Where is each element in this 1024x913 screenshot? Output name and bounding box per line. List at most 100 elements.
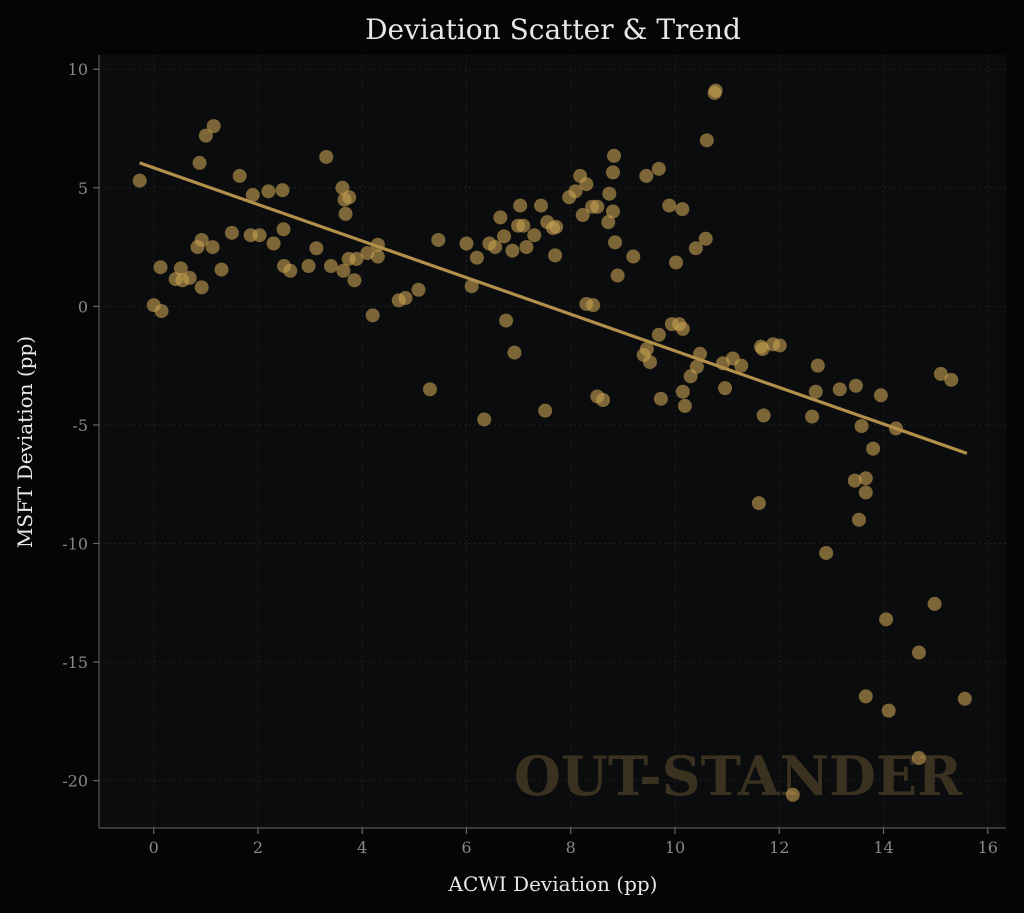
data-point — [342, 190, 357, 205]
data-point — [398, 291, 413, 306]
data-point — [548, 248, 563, 263]
data-point — [338, 206, 353, 221]
y-tick-label: 10 — [68, 60, 88, 79]
data-point — [516, 218, 531, 233]
data-point — [832, 382, 847, 397]
data-point — [153, 260, 168, 275]
data-point — [349, 251, 364, 266]
data-point — [309, 241, 324, 256]
data-point — [653, 391, 668, 406]
data-point — [610, 268, 625, 283]
data-point — [347, 273, 362, 288]
data-point — [651, 161, 666, 176]
plot-area — [99, 55, 1006, 828]
data-point — [154, 304, 169, 319]
y-tick-label: -10 — [62, 534, 88, 553]
data-point — [497, 229, 512, 244]
y-tick-label: 5 — [78, 179, 88, 198]
data-point — [252, 228, 267, 243]
data-point — [911, 751, 926, 766]
data-point — [469, 250, 484, 265]
data-point — [688, 241, 703, 256]
x-axis-label: ACWI Deviation (pp) — [448, 872, 658, 896]
watermark: OUT-STANDER — [514, 744, 963, 808]
data-point — [507, 345, 522, 360]
data-point — [283, 263, 298, 278]
data-point — [276, 222, 291, 237]
data-point — [192, 155, 207, 170]
data-point — [944, 372, 959, 387]
data-points — [132, 83, 972, 802]
data-point — [689, 359, 704, 374]
data-point — [602, 186, 617, 201]
data-point — [873, 388, 888, 403]
data-point — [224, 225, 239, 240]
data-point — [579, 177, 594, 192]
data-point — [607, 148, 622, 163]
data-point — [173, 261, 188, 276]
y-axis-label: MSFT Deviation (pp) — [13, 336, 37, 548]
data-point — [669, 255, 684, 270]
data-point — [847, 473, 862, 488]
y-tick-label: -15 — [62, 653, 88, 672]
data-point — [182, 270, 197, 285]
y-tick-label: -5 — [72, 416, 88, 435]
data-point — [549, 219, 564, 234]
data-point — [365, 308, 380, 323]
data-point — [718, 381, 733, 396]
data-point — [858, 471, 873, 486]
data-point — [772, 338, 787, 353]
trend-line — [139, 161, 968, 455]
data-point — [852, 512, 867, 527]
axes — [98, 55, 1006, 829]
data-point — [933, 366, 948, 381]
data-point — [464, 279, 479, 294]
data-point — [751, 496, 766, 511]
data-point — [601, 215, 616, 230]
data-point — [477, 412, 492, 427]
data-point — [808, 384, 823, 399]
data-point — [756, 408, 771, 423]
data-point — [677, 398, 692, 413]
data-point — [662, 198, 677, 213]
data-point — [911, 645, 926, 660]
data-point — [431, 232, 446, 247]
data-point — [698, 231, 713, 246]
data-point — [605, 165, 620, 180]
data-point — [879, 612, 894, 627]
data-point — [232, 168, 247, 183]
data-point — [534, 198, 549, 213]
x-tick-label: 2 — [253, 838, 263, 857]
data-point — [132, 173, 147, 188]
data-point — [301, 259, 316, 274]
data-point — [205, 240, 220, 255]
x-tick-label: 4 — [357, 838, 367, 857]
data-point — [596, 393, 611, 408]
data-point — [261, 184, 276, 199]
data-point — [605, 204, 620, 219]
data-point — [488, 240, 503, 255]
data-point — [642, 355, 657, 370]
data-point — [819, 545, 834, 560]
x-tick-label: 16 — [978, 838, 998, 857]
data-point — [699, 133, 714, 148]
data-point — [586, 298, 601, 313]
data-point — [505, 243, 520, 258]
data-point — [245, 187, 260, 202]
data-point — [608, 235, 623, 250]
data-point — [527, 228, 542, 243]
data-point — [810, 358, 825, 373]
data-point — [651, 327, 666, 342]
data-point — [675, 384, 690, 399]
data-point — [708, 83, 723, 98]
data-point — [198, 128, 213, 143]
data-point — [266, 236, 281, 251]
data-point — [336, 263, 351, 278]
data-point — [927, 596, 942, 611]
x-tick-label: 0 — [149, 838, 159, 857]
x-tick-label: 12 — [769, 838, 789, 857]
x-tick-label: 6 — [461, 838, 471, 857]
data-point — [411, 282, 426, 297]
data-point — [639, 342, 654, 357]
data-point — [848, 378, 863, 393]
